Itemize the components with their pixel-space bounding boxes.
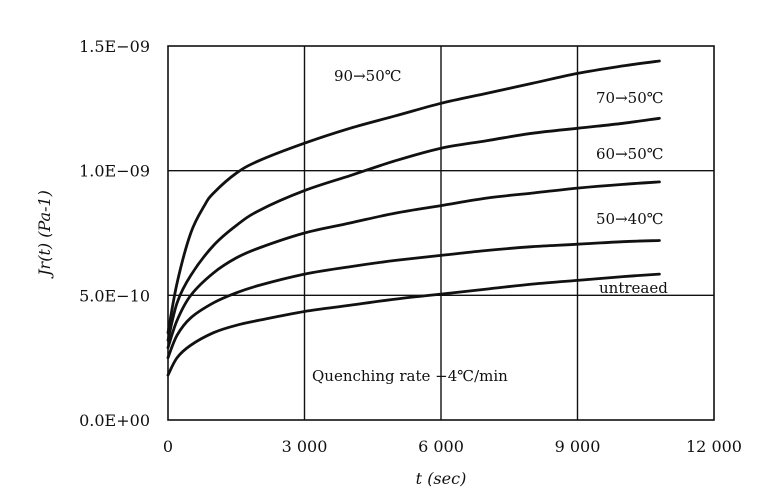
y-tick-label: 1.0E−09 [79,162,150,181]
x-tick-labels: 0 3 000 6 000 9 000 12 000 [163,437,742,456]
series-line [166,239,661,360]
series-label: 90→50℃ [334,67,402,85]
series-label: 50→40℃ [596,210,664,228]
series-line [166,180,661,350]
annotation-quenching-rate: Quenching rate −4℃/min [312,367,508,385]
plot-frame [167,45,715,421]
x-axis-label: t (sec) [416,469,467,488]
x-tick-label: 12 000 [686,437,742,456]
series-labels: 90→50℃ 70→50℃ 60→50℃ 50→40℃ untreaed [334,67,668,297]
series-label: 60→50℃ [596,145,664,163]
y-tick-label: 0.0E+00 [79,411,150,430]
x-tick-label: 3 000 [282,437,328,456]
curves [166,59,661,377]
series-label: 70→50℃ [596,89,664,107]
x-tick-label: 9 000 [555,437,601,456]
y-axis-label: Jr(t) (Pa-1) [35,190,54,279]
series-line [166,116,661,342]
y-tick-labels: 0.0E+00 5.0E−10 1.0E−09 1.5E−09 [79,37,150,430]
x-tick-label: 6 000 [418,437,464,456]
series-line [166,272,661,377]
series-line [166,59,661,335]
y-tick-label: 5.0E−10 [79,286,150,305]
y-tick-label: 1.5E−09 [79,37,150,56]
series-label: untreaed [599,279,668,297]
x-tick-label: 0 [163,437,173,456]
